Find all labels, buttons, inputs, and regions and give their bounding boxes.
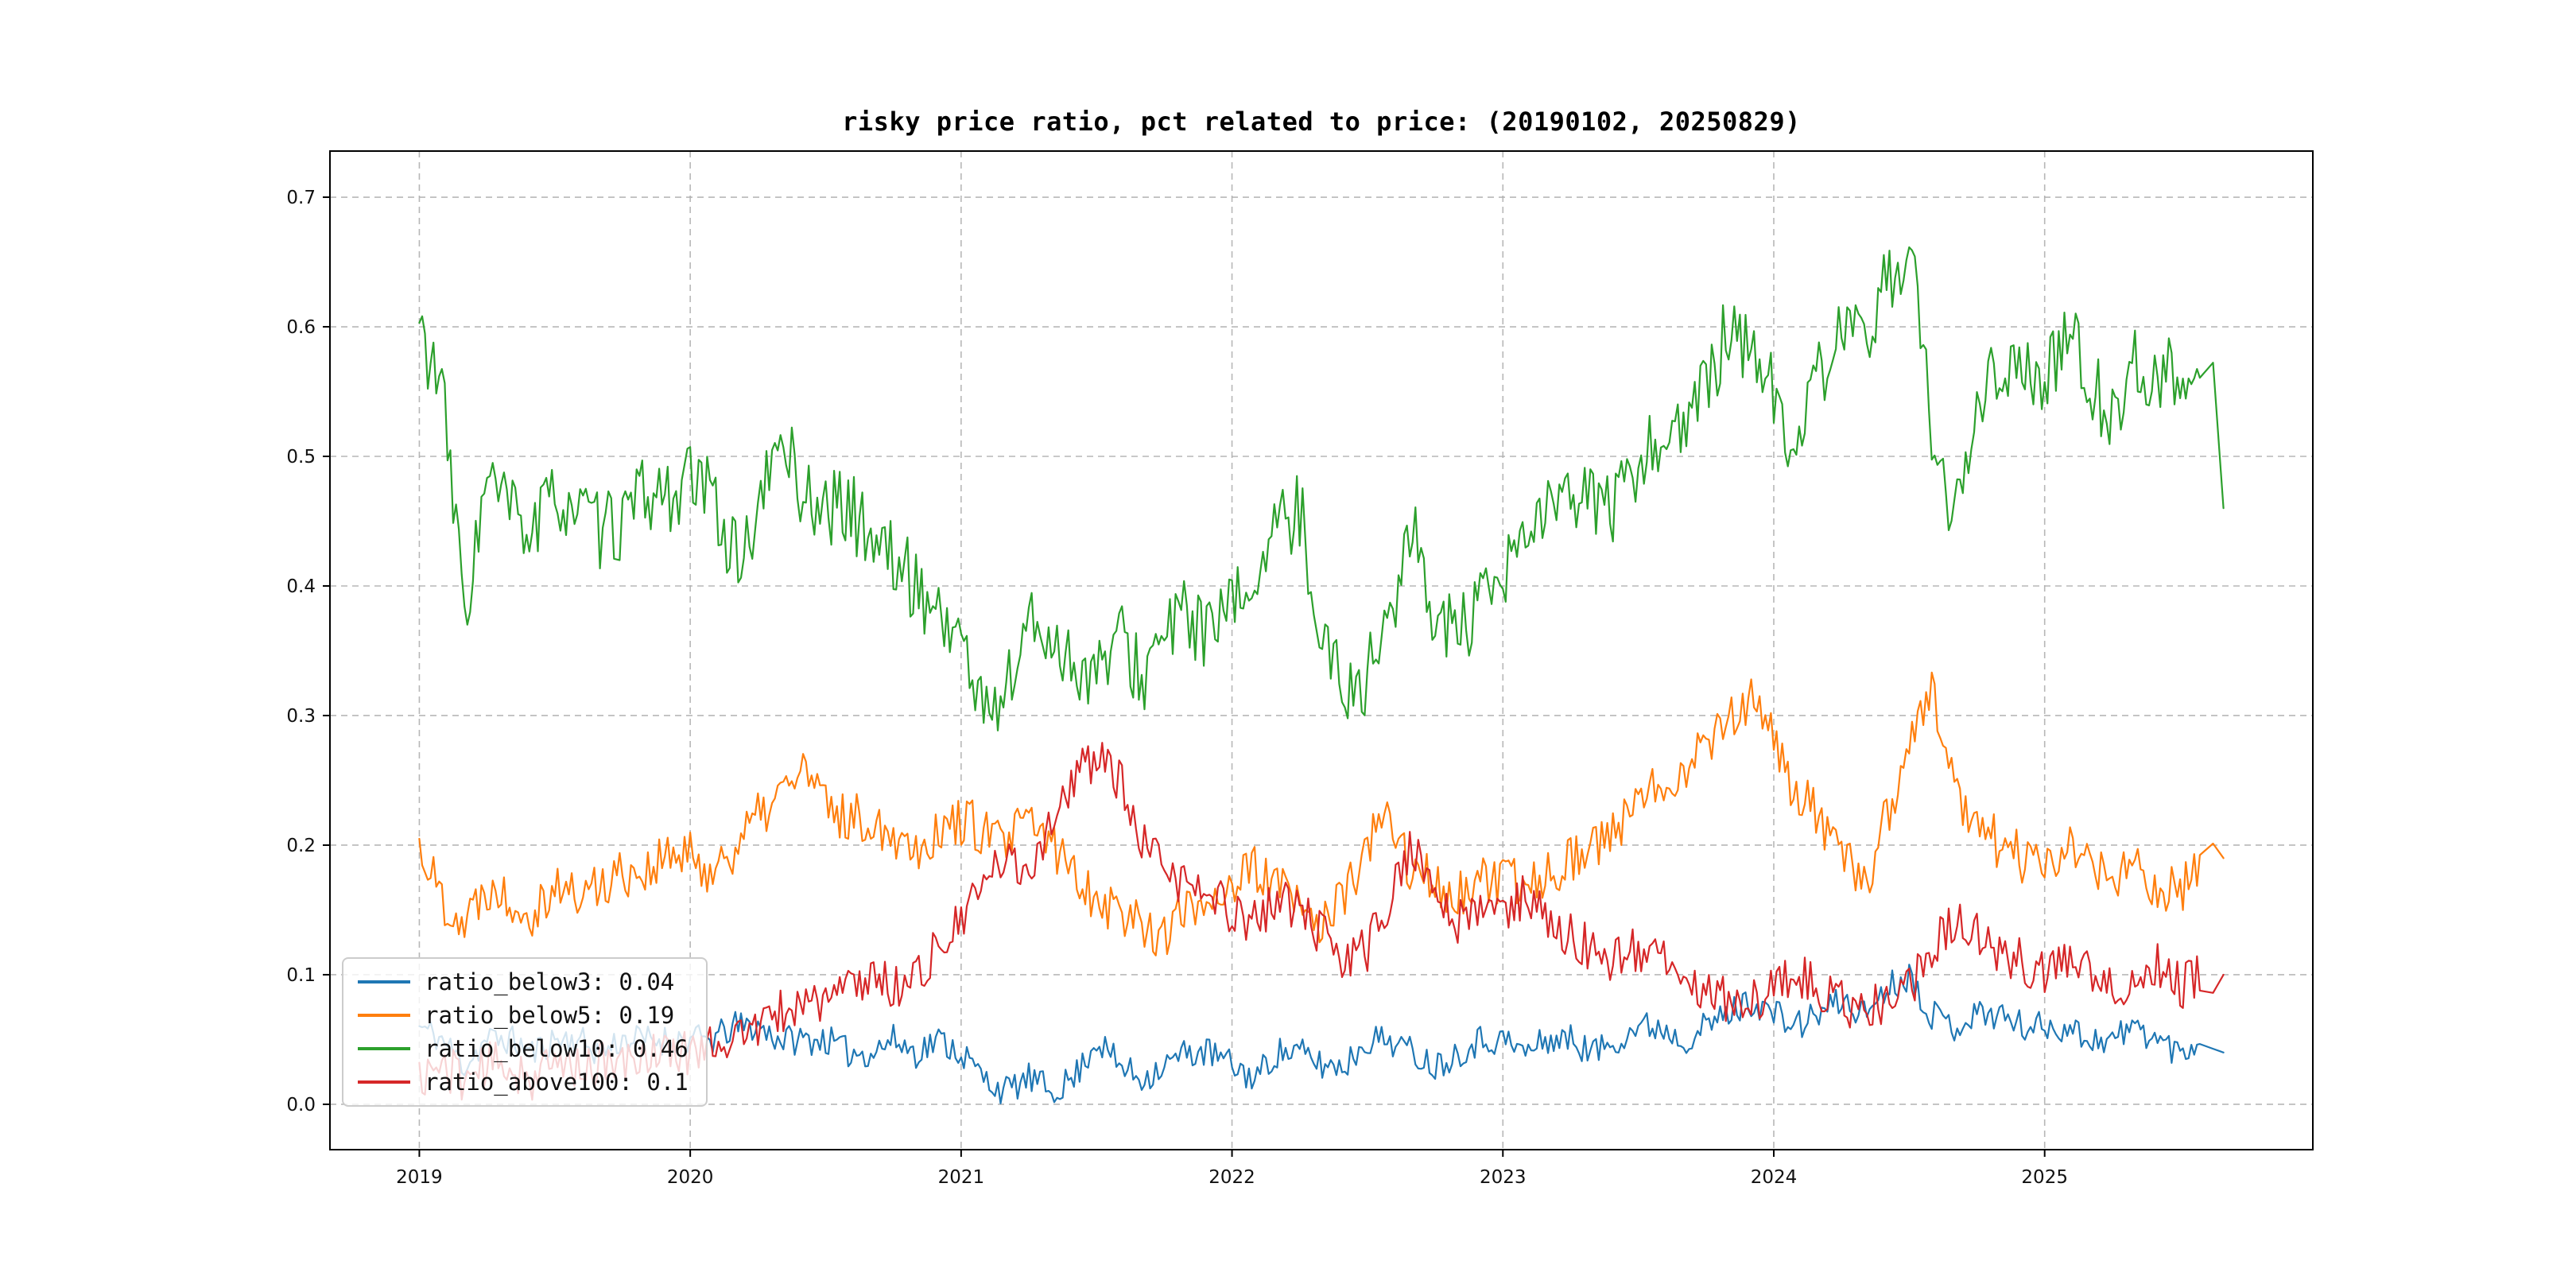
y-tick-label: 0.6 [286, 317, 316, 338]
y-tick-label: 0.0 [286, 1095, 316, 1115]
y-tick-label: 0.4 [286, 576, 316, 597]
tick-marks [323, 196, 2046, 1157]
legend-label-ratio-below5: ratio_below5: 0.19 [425, 1002, 675, 1029]
x-tick-label: 2023 [1480, 1167, 1527, 1188]
legend-item-ratio-below10: ratio_below10: 0.46 [358, 1035, 689, 1062]
tick-labels: 0.0 0.1 0.2 0.3 0.4 0.5 0.6 0.7 2019 2020 2021 2022… [286, 188, 2068, 1188]
y-tick-label: 0.2 [286, 836, 316, 856]
legend-item-ratio-above100: ratio_above100: 0.1 [358, 1069, 689, 1096]
x-tick-label: 2020 [667, 1167, 714, 1188]
legend-label-ratio-above100: ratio_above100: 0.1 [425, 1069, 689, 1096]
x-tick-label: 2025 [2021, 1167, 2068, 1188]
series-line-ratio_below5 [418, 671, 2225, 956]
legend-label-ratio-below10: ratio_below10: 0.46 [425, 1035, 689, 1062]
plot-border [329, 150, 2314, 1150]
x-tick-label: 2024 [1751, 1167, 1798, 1188]
series-line-ratio_below10 [418, 246, 2225, 731]
y-tick-label: 0.5 [286, 447, 316, 467]
legend-line-sample-ratio-below10 [358, 1047, 410, 1050]
legend-line-sample-ratio-below3 [358, 980, 410, 983]
legend-item-ratio-below3: ratio_below3: 0.04 [358, 968, 689, 995]
series-lines [418, 246, 2225, 1104]
legend-label-ratio-below3: ratio_below3: 0.04 [425, 968, 675, 995]
y-tick-label: 0.7 [286, 188, 316, 208]
legend: ratio_below3: 0.04 ratio_below5: 0.19 ra… [342, 957, 708, 1107]
legend-line-sample-ratio-below5 [358, 1014, 410, 1017]
legend-line-sample-ratio-above100 [358, 1080, 410, 1084]
gridlines [330, 151, 2313, 1150]
legend-item-ratio-below5: ratio_below5: 0.19 [358, 1002, 689, 1029]
y-tick-label: 0.3 [286, 706, 316, 727]
chart-title: risky price ratio, pct related to price:… [842, 107, 1801, 137]
axes-spines [329, 150, 2314, 1150]
series-line-ratio_below3 [418, 964, 2225, 1104]
y-tick-label: 0.1 [286, 965, 316, 986]
x-tick-label: 2021 [938, 1167, 985, 1188]
series-line-ratio_above100 [418, 742, 2225, 1101]
x-tick-label: 2022 [1208, 1167, 1255, 1188]
x-tick-label: 2019 [396, 1167, 443, 1188]
